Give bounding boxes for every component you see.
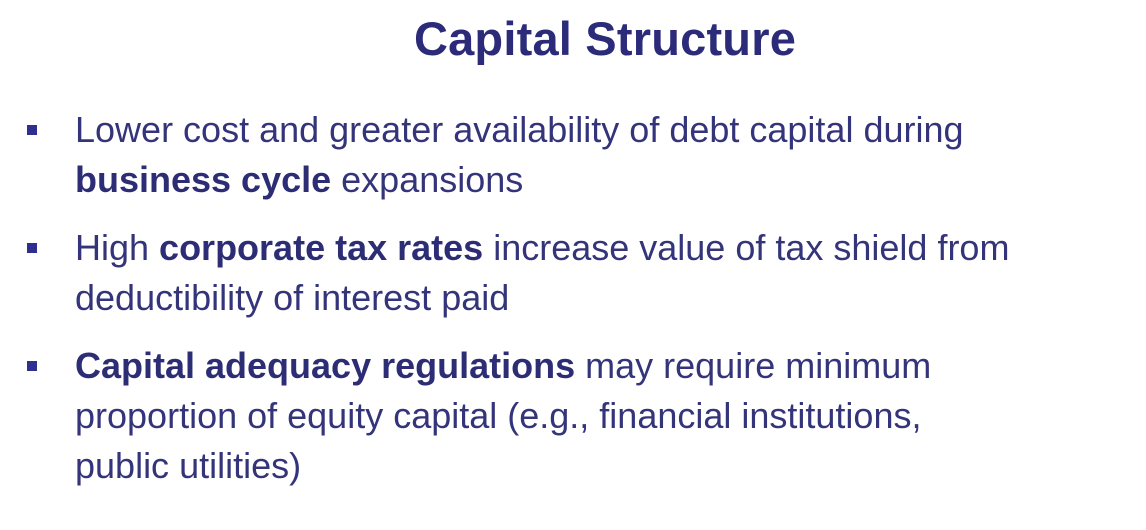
square-bullet-icon <box>27 361 37 371</box>
bullet-line: deductibility of interest paid <box>75 273 1146 323</box>
bullet-text: Lower cost and greater availability of d… <box>75 109 964 150</box>
bullet-bold-text: business cycle <box>75 159 332 200</box>
bullet-line: proportion of equity capital (e.g., fina… <box>75 391 1146 441</box>
bullet-text: deductibility of interest paid <box>75 277 510 318</box>
square-bullet-icon <box>27 125 37 135</box>
bullet-line: public utilities) <box>75 441 1146 491</box>
bullet-line: Lower cost and greater availability of d… <box>75 105 1146 155</box>
bullet-text: expansions <box>331 159 524 200</box>
bullet-bold-text: corporate tax rates <box>159 227 484 268</box>
bullet-bold-text: Capital adequacy regulations <box>75 345 576 386</box>
bullet-text: increase value of tax shield from <box>483 227 1010 268</box>
bullet-list: Lower cost and greater availability of d… <box>0 105 1146 491</box>
bullet-item-capital-adequacy: Capital adequacy regulations may require… <box>0 341 1146 491</box>
bullet-text: proportion of equity capital (e.g., fina… <box>75 395 922 436</box>
bullet-text: may require minimum <box>575 345 932 386</box>
bullet-line: business cycle expansions <box>75 155 1146 205</box>
bullet-item-debt-capital: Lower cost and greater availability of d… <box>0 105 1146 205</box>
slide-title: Capital Structure <box>413 12 797 65</box>
bullet-item-tax-rates: High corporate tax rates increase value … <box>0 223 1146 323</box>
bullet-text-prefix: High <box>75 227 160 268</box>
bullet-text: public utilities) <box>75 445 302 486</box>
bullet-line: Capital adequacy regulations may require… <box>75 341 1146 391</box>
bullet-line: High corporate tax rates increase value … <box>75 223 1146 273</box>
square-bullet-icon <box>27 243 37 253</box>
